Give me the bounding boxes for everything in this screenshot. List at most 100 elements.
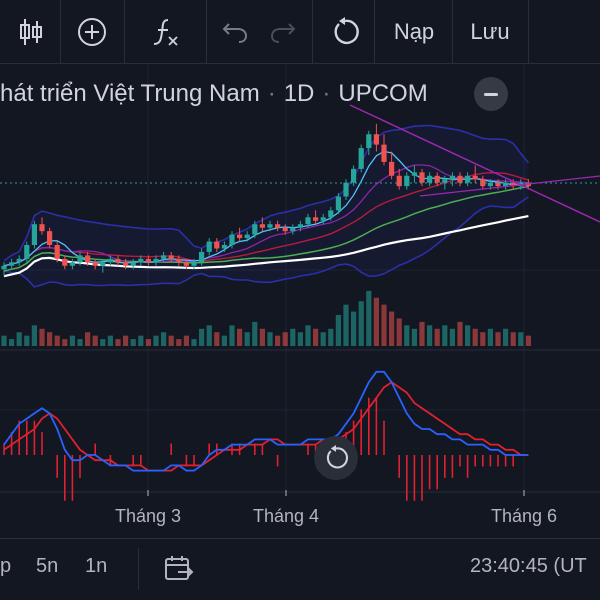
volume-bar [130,339,136,346]
candle-body [229,234,235,245]
load-button[interactable]: Nạp [393,19,435,44]
candle-body [199,251,205,263]
macd-line [3,370,529,472]
candle-body [161,255,167,259]
volume-bar [290,328,296,346]
candle-body [267,224,273,228]
candle-body [404,175,410,187]
volume-bar [115,339,121,346]
add-indicator-icon[interactable] [66,0,118,64]
bollinger-lower-line [3,196,529,288]
undo-icon[interactable] [214,0,256,64]
volume-bar [297,332,303,346]
bollinger-upper-line [3,124,530,262]
volume-bar [419,321,425,346]
candle-body [24,245,30,259]
candle-body [313,217,319,221]
save-button[interactable]: Lưu [470,19,510,44]
candle-body [297,224,303,228]
candle-body [62,258,68,266]
volume-bar [39,328,45,346]
range-button-p[interactable]: p [0,555,12,577]
candle-body [92,262,98,266]
volume-bar [183,335,189,346]
volume-bar [472,328,478,346]
volume-bar [54,335,60,346]
separator-dot: · [267,80,276,107]
ma-red-line [3,171,529,267]
candle-body [389,161,395,176]
candle-body [510,182,516,187]
x-axis-label: Tháng 4 [252,506,320,526]
candle-body [449,175,455,180]
candle-body [153,258,159,263]
symbol-header[interactable]: hát triển Việt Trung Nam · 1D · UPCOM [0,76,428,112]
volume-bar [389,311,395,346]
trendline-2[interactable] [419,175,600,197]
volume-bar [518,332,524,346]
candle-body [107,258,113,263]
candle-body [123,262,129,266]
volume-bar [358,301,364,346]
volume-bar [411,328,417,346]
candle-body [130,262,136,266]
candle-body [282,227,288,232]
candle-body [100,262,106,266]
candle-body [221,245,227,249]
volume-bar [229,325,235,346]
volume-bar [62,339,68,346]
volume-bar [69,335,75,346]
volume-bar [305,325,311,346]
candle-body [427,175,433,183]
candle-body [503,182,509,187]
volume-bar [153,335,159,346]
volume-bar [100,339,106,346]
redo-icon[interactable] [262,0,304,64]
clock-label[interactable]: 23:40:45 (UT [470,555,587,577]
interval-label[interactable]: 1D [283,80,315,107]
collapse-legend-button[interactable] [474,77,508,111]
trendline[interactable] [349,104,600,223]
candle-body [138,258,144,263]
volume-bar [85,332,91,346]
goto-date-icon[interactable] [164,555,194,588]
candle-body [237,234,243,239]
formula-icon[interactable] [140,0,192,64]
candle-body [54,245,60,259]
volume-bar [77,339,83,346]
ma-cyan-line [3,150,529,267]
volume-bar [206,325,212,346]
symbol-name: hát triển Việt Trung Nam [0,80,260,107]
candle-body [358,148,364,169]
volume-bar [24,335,30,346]
reset-chart-button[interactable] [314,436,358,480]
candle-body [77,255,83,263]
range-button-5n[interactable]: 5n [36,555,59,577]
exchange-label: UPCOM [338,80,428,107]
volume-bar [366,290,372,346]
candles-icon[interactable] [8,0,54,64]
volume-bar [495,332,501,346]
candle-body [457,175,463,183]
volume-bar [487,328,493,346]
candle-body [351,168,357,183]
bollinger-fill [4,125,529,287]
volume-bar [47,332,53,346]
reset-icon[interactable] [322,0,368,64]
candle-body [176,258,182,263]
candle-body [31,224,37,245]
ma-white-line [3,215,529,278]
volume-bar [275,335,281,346]
candle-body [191,262,197,266]
volume-bar [123,335,129,346]
volume-bar [313,328,319,346]
candle-body [373,134,379,145]
volume-bar [343,304,349,346]
range-button-1n[interactable]: 1n [85,555,108,577]
x-axis-ticks [147,490,525,496]
candle-body [305,217,311,225]
candle-body [487,182,493,187]
volume-bar [176,339,182,346]
candle-body [343,182,349,197]
